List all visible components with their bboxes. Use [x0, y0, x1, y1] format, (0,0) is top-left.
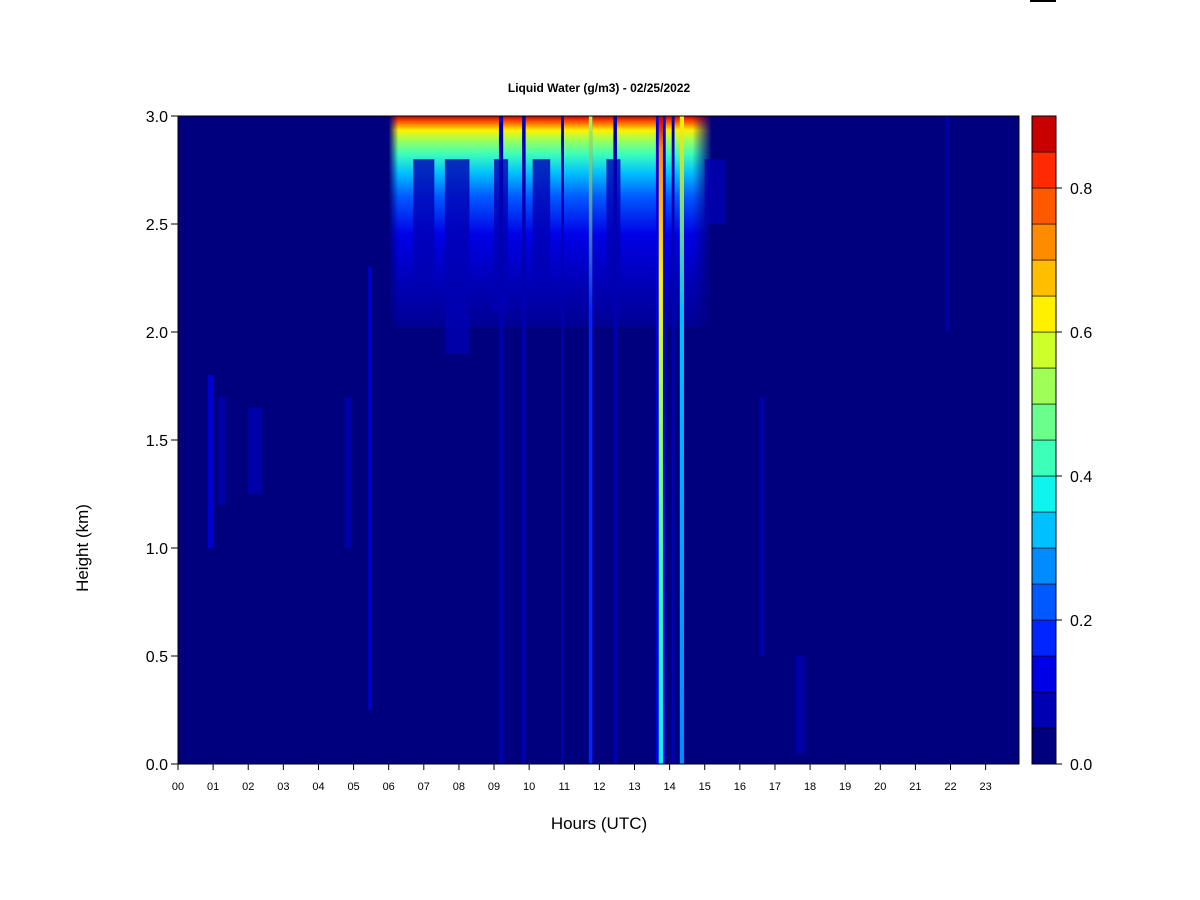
y-tick-label: 2.5	[146, 217, 168, 234]
x-axis: 00 01 02 03 04 05 06 07 08 09 10 11 12 13 14 15 16 17 18 19…	[172, 764, 992, 793]
x-tick-label: 13	[628, 781, 640, 793]
weak-feature	[368, 267, 372, 710]
x-axis-label: Hours (UTC)	[551, 814, 647, 833]
weak-feature	[248, 407, 263, 494]
weak-feature	[945, 116, 949, 332]
x-tick-label: 11	[559, 781, 570, 793]
colorbar: 0.0 0.2 0.4 0.6 0.8	[1031, 115, 1092, 774]
colorbar-segment	[1031, 151, 1057, 189]
colorbar-segment	[1031, 115, 1057, 153]
y-axis-label: Height (km)	[73, 504, 92, 592]
colorbar-segment	[1031, 259, 1057, 297]
colorbar-tick-label: 0.0	[1070, 757, 1092, 774]
cloud-lobe	[532, 159, 551, 289]
colorbar-segment	[1031, 403, 1057, 441]
x-tick-label: 20	[874, 781, 886, 793]
x-tick-label: 01	[207, 781, 219, 793]
x-tick-label: 08	[453, 781, 465, 793]
colorbar-segment	[1031, 475, 1057, 513]
y-tick-label: 0.0	[146, 757, 168, 774]
x-tick-label: 14	[663, 781, 675, 793]
cloud-lobe	[444, 159, 470, 354]
weak-feature	[344, 396, 352, 548]
weak-feature	[759, 396, 765, 656]
y-tick-label: 2.0	[146, 325, 168, 342]
colorbar-segment	[1031, 619, 1057, 657]
x-tick-label: 06	[383, 781, 395, 793]
colorbar-tick-label: 0.6	[1070, 325, 1092, 342]
thin-streak	[613, 116, 617, 764]
x-tick-label: 00	[172, 781, 184, 793]
colorbar-segment	[1031, 691, 1057, 729]
colorbar-segment	[1031, 511, 1057, 549]
colorbar-segment	[1031, 727, 1057, 765]
colorbar-tick-label: 0.4	[1070, 469, 1092, 486]
colorbar-segment	[1031, 331, 1057, 369]
colorbar-segment	[1031, 547, 1057, 585]
x-tick-label: 15	[699, 781, 711, 793]
x-tick-label: 21	[909, 781, 921, 793]
y-tick-label: 0.5	[146, 649, 168, 666]
thin-streak	[671, 116, 675, 764]
colorbar-segment	[1031, 187, 1057, 225]
colorbar-segment	[1031, 223, 1057, 261]
colorbar-segment	[1031, 439, 1057, 477]
thin-streak	[522, 116, 526, 764]
x-tick-label: 23	[980, 781, 992, 793]
streak-14h	[679, 116, 685, 764]
colorbar-segment	[1031, 367, 1057, 405]
x-tick-label: 02	[242, 781, 254, 793]
x-tick-label: 18	[804, 781, 816, 793]
x-tick-label: 12	[593, 781, 605, 793]
weak-feature	[218, 396, 226, 505]
colorbar-tick-label: 0.2	[1070, 613, 1092, 630]
thin-streak	[498, 116, 504, 764]
plot-area	[178, 116, 1019, 764]
thin-streak	[561, 116, 564, 764]
x-tick-label: 05	[347, 781, 359, 793]
cloud-lobe	[413, 159, 435, 289]
x-tick-label: 19	[839, 781, 851, 793]
y-axis: 0.0 0.5 1.0 1.5 2.0 2.5 3.0	[146, 109, 178, 774]
y-tick-label: 1.5	[146, 433, 168, 450]
x-tick-label: 17	[769, 781, 781, 793]
y-tick-label: 3.0	[146, 109, 168, 126]
streak-11h	[588, 116, 593, 764]
x-tick-label: 22	[944, 781, 956, 793]
x-tick-label: 10	[523, 781, 535, 793]
x-tick-label: 07	[418, 781, 430, 793]
weak-feature	[796, 656, 805, 754]
colorbar-tick-label: 0.8	[1070, 181, 1092, 198]
streak-13h	[658, 116, 663, 764]
x-tick-label: 16	[734, 781, 746, 793]
x-tick-label: 09	[488, 781, 500, 793]
colorbar-segment	[1031, 295, 1057, 333]
y-tick-label: 1.0	[146, 541, 168, 558]
x-tick-label: 04	[312, 781, 324, 793]
corner-mark	[1030, 0, 1056, 2]
colorbar-segment	[1031, 655, 1057, 693]
colorbar-segment	[1031, 583, 1057, 621]
weak-feature	[207, 375, 214, 548]
chart-title: Liquid Water (g/m3) - 02/25/2022	[508, 81, 691, 95]
colorbar-frame	[1031, 115, 1057, 765]
cloud-lobe	[704, 159, 726, 224]
x-tick-label: 03	[277, 781, 289, 793]
